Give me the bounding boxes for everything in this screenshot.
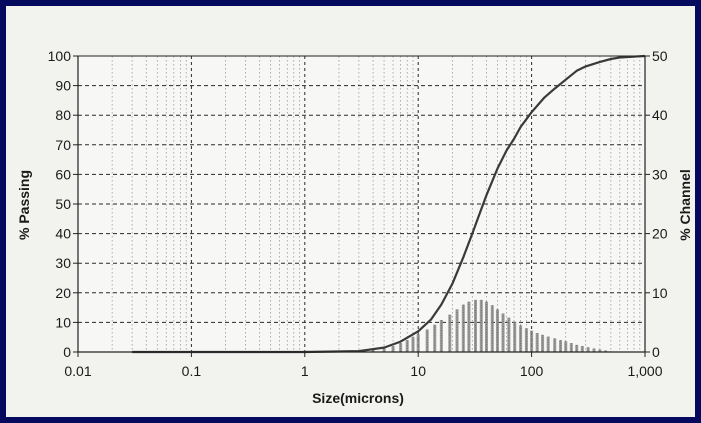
channel-bar [575, 344, 579, 352]
channel-bar [448, 314, 452, 352]
axes [73, 55, 650, 357]
channel-bar [524, 328, 528, 352]
y2-tick-label: 50 [652, 48, 668, 64]
grid-lines [77, 55, 646, 353]
x-tick-label: 10 [410, 363, 426, 379]
channel-bar [399, 343, 403, 352]
y2-tick-label: 20 [652, 226, 668, 242]
x-tick-label: 0.1 [182, 363, 202, 379]
channel-bar [382, 348, 386, 352]
chart-frame: 0 10 20 30 40 50 60 70 80 90 100 0 10 20 30 40 50 0.01 0.1… [6, 6, 695, 417]
channel-bar [553, 338, 557, 352]
channel-bar [535, 333, 539, 352]
channel-bar [473, 299, 477, 352]
y-tick-label: 20 [55, 285, 71, 301]
channel-bar [598, 349, 602, 352]
channel-bars [371, 299, 613, 352]
y-tick-label: 60 [55, 166, 71, 182]
x-tick-label: 0.01 [64, 363, 91, 379]
y-tick-label: 50 [55, 196, 71, 212]
x-tick-label: 1,000 [627, 363, 662, 379]
psd-chart: 0 10 20 30 40 50 60 70 80 90 100 0 10 20 30 40 50 0.01 0.1… [16, 48, 693, 406]
y2-tick-label: 40 [652, 107, 668, 123]
y2-tick-label: 30 [652, 166, 668, 182]
channel-bar [455, 309, 459, 352]
y2-axis-title: % Channel [677, 169, 693, 241]
channel-bar [592, 348, 596, 352]
channel-bar [586, 347, 590, 352]
y-tick-label: 100 [48, 48, 72, 64]
channel-bar [479, 299, 483, 352]
y-tick-label: 40 [55, 226, 71, 242]
tick-labels: 0 10 20 30 40 50 60 70 80 90 100 0 10 20 30 40 50 0.01 0.1… [48, 48, 668, 379]
channel-bar [569, 343, 573, 352]
channel-bar [425, 329, 429, 352]
channel-bar [416, 334, 420, 352]
x-tick-label: 1 [301, 363, 309, 379]
channel-bar [495, 309, 499, 352]
passing-curve [132, 54, 646, 354]
y2-tick-label: 0 [652, 344, 660, 360]
channel-bar [501, 313, 505, 352]
y-tick-label: 10 [55, 314, 71, 330]
y-tick-label: 90 [55, 78, 71, 94]
passing-curve-group [132, 54, 646, 354]
channel-bar [461, 304, 465, 352]
x-axis-title: Size(microns) [312, 390, 404, 406]
y-axis-title: % Passing [16, 170, 32, 240]
y-tick-label: 80 [55, 107, 71, 123]
y-tick-label: 30 [55, 255, 71, 271]
y-tick-label: 0 [63, 344, 71, 360]
channel-bar [433, 324, 437, 352]
y2-tick-label: 10 [652, 285, 668, 301]
channel-bar [541, 334, 545, 352]
x-tick-label: 100 [520, 363, 544, 379]
channel-bar [507, 317, 511, 352]
channel-bar [411, 337, 415, 352]
y-tick-label: 70 [55, 137, 71, 153]
